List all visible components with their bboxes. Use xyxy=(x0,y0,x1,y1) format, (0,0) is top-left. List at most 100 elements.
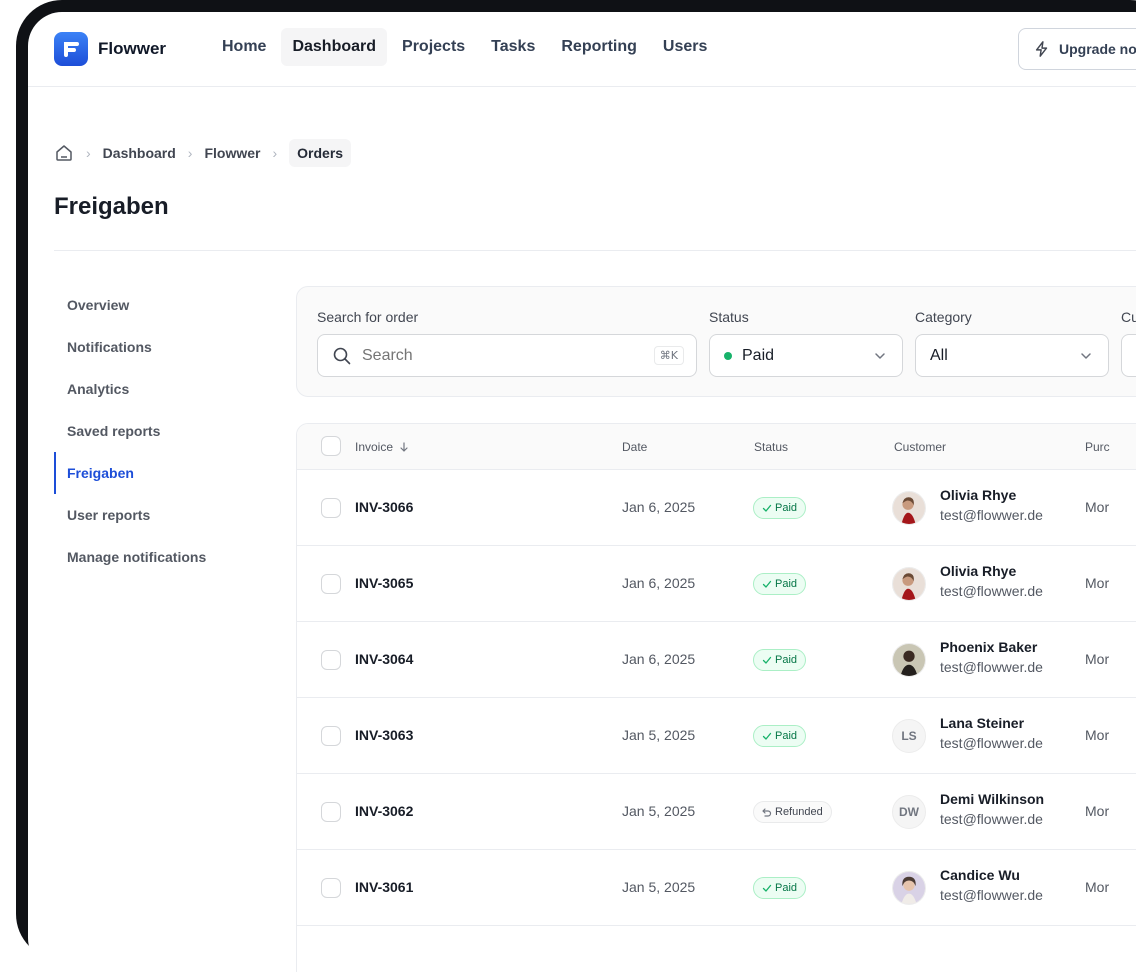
status-badge-label: Paid xyxy=(775,502,798,514)
status-badge: Refunded xyxy=(753,801,832,823)
status-select[interactable]: Paid xyxy=(709,334,903,377)
shortcut-hint: ⌘K xyxy=(653,346,684,365)
page-title: Freigaben xyxy=(54,193,169,220)
category-select[interactable]: All xyxy=(915,334,1109,377)
nav-dashboard[interactable]: Dashboard xyxy=(281,28,388,66)
header-date: Date xyxy=(622,440,648,454)
sidenav-manage-notifications[interactable]: Manage notifications xyxy=(67,549,207,565)
check-icon xyxy=(762,732,772,740)
table-row[interactable]: INV-3065 Jan 6, 2025 Paid Olivia Rhye te… xyxy=(297,546,1136,622)
status-badge: Paid xyxy=(753,497,807,519)
brand[interactable]: Flowwer xyxy=(54,32,166,66)
order-date: Jan 5, 2025 xyxy=(622,879,696,895)
row-checkbox[interactable] xyxy=(321,650,341,670)
header-invoice-label: Invoice xyxy=(355,440,394,454)
sidenav-user-reports[interactable]: User reports xyxy=(67,507,151,523)
avatar-photo-icon xyxy=(893,492,925,524)
search-field[interactable]: ⌘K xyxy=(317,334,697,377)
search-input[interactable] xyxy=(362,346,632,365)
avatar xyxy=(892,643,926,677)
header-invoice[interactable]: Invoice xyxy=(355,440,410,454)
undo-icon xyxy=(762,808,772,817)
row-checkbox[interactable] xyxy=(321,878,341,898)
status-badge-label: Refunded xyxy=(775,806,823,818)
customer-email: test@flowwer.de xyxy=(940,735,1043,751)
row-checkbox[interactable] xyxy=(321,726,341,746)
order-date: Jan 6, 2025 xyxy=(622,651,696,667)
customer-email: test@flowwer.de xyxy=(940,887,1043,903)
status-badge: Paid xyxy=(753,573,807,595)
upgrade-button[interactable]: Upgrade no xyxy=(1018,28,1136,70)
customer-select[interactable]: A xyxy=(1121,334,1136,377)
avatar-photo-icon xyxy=(893,644,925,676)
breadcrumb-flowwer[interactable]: Flowwer xyxy=(204,145,261,161)
category-label: Category xyxy=(915,309,972,325)
row-checkbox[interactable] xyxy=(321,802,341,822)
flowwer-logo-icon xyxy=(54,32,88,66)
status-badge-label: Paid xyxy=(775,882,798,894)
select-all-checkbox[interactable] xyxy=(321,436,341,456)
chevron-right-icon: › xyxy=(86,145,91,161)
sidenav-freigaben[interactable]: Freigaben xyxy=(54,452,254,494)
side-navigation: Overview Notifications Analytics Saved r… xyxy=(54,284,254,578)
search-label: Search for order xyxy=(317,309,419,325)
avatar-initials: LS xyxy=(892,719,926,753)
status-badge: Paid xyxy=(753,725,807,747)
customer-email: test@flowwer.de xyxy=(940,659,1043,675)
nav-home[interactable]: Home xyxy=(222,38,267,55)
avatar xyxy=(892,871,926,905)
purchase-cell: Mor xyxy=(1085,727,1110,743)
table-row[interactable]: INV-3062 Jan 5, 2025 Refunded DW Demi Wi… xyxy=(297,774,1136,850)
top-navigation: Flowwer Home Dashboard Projects Tasks Re… xyxy=(28,12,1136,87)
row-checkbox[interactable] xyxy=(321,498,341,518)
sidenav-analytics[interactable]: Analytics xyxy=(67,381,130,397)
customer-name: Candice Wu xyxy=(940,867,1020,883)
status-badge: Paid xyxy=(753,649,807,671)
breadcrumb-orders[interactable]: Orders xyxy=(289,139,352,167)
table-row[interactable]: INV-3063 Jan 5, 2025 Paid LS Lana Steine… xyxy=(297,698,1136,774)
brand-name: Flowwer xyxy=(98,39,167,58)
chevron-down-icon xyxy=(1081,353,1091,359)
search-icon xyxy=(333,347,351,364)
customer-email: test@flowwer.de xyxy=(940,507,1043,523)
app-screen: Flowwer Home Dashboard Projects Tasks Re… xyxy=(28,12,1136,972)
sidenav-notifications[interactable]: Notifications xyxy=(67,339,152,355)
customer-email: test@flowwer.de xyxy=(940,811,1043,827)
table-header: Invoice Date Status Customer Purc xyxy=(297,424,1136,470)
table-row[interactable]: INV-3066 Jan 6, 2025 Paid Olivia Rhye te… xyxy=(297,470,1136,546)
divider xyxy=(54,250,1136,251)
breadcrumb: › Dashboard › Flowwer › Orders xyxy=(54,139,352,167)
order-date: Jan 6, 2025 xyxy=(622,499,696,515)
lightning-icon xyxy=(1035,41,1048,57)
invoice-number: INV-3062 xyxy=(355,803,414,819)
status-select-value: Paid xyxy=(742,346,775,364)
row-checkbox[interactable] xyxy=(321,574,341,594)
order-date: Jan 6, 2025 xyxy=(622,575,696,591)
order-date: Jan 5, 2025 xyxy=(622,727,696,743)
status-badge-label: Paid xyxy=(775,654,798,666)
nav-reporting[interactable]: Reporting xyxy=(561,38,637,55)
nav-projects[interactable]: Projects xyxy=(402,38,466,55)
sidenav-overview[interactable]: Overview xyxy=(67,297,130,313)
order-date: Jan 5, 2025 xyxy=(622,803,696,819)
table-row[interactable]: INV-3064 Jan 6, 2025 Paid Phoenix Baker … xyxy=(297,622,1136,698)
orders-table: Invoice Date Status Customer Purc INV-30… xyxy=(296,423,1136,972)
header-status: Status xyxy=(754,440,789,454)
home-icon[interactable] xyxy=(54,143,74,163)
purchase-cell: Mor xyxy=(1085,651,1110,667)
invoice-number: INV-3061 xyxy=(355,879,414,895)
check-icon xyxy=(762,504,772,512)
table-row[interactable]: INV-3061 Jan 5, 2025 Paid Candice Wu tes… xyxy=(297,850,1136,926)
customer-name: Olivia Rhye xyxy=(940,487,1017,503)
status-badge-label: Paid xyxy=(775,578,798,590)
nav-users[interactable]: Users xyxy=(662,38,708,55)
sidenav-saved-reports[interactable]: Saved reports xyxy=(67,423,161,439)
nav-tasks[interactable]: Tasks xyxy=(491,38,536,55)
status-badge: Paid xyxy=(753,877,807,899)
category-select-value: All xyxy=(930,346,948,364)
avatar xyxy=(892,491,926,525)
invoice-number: INV-3065 xyxy=(355,575,414,591)
arrow-down-icon xyxy=(400,442,408,452)
breadcrumb-dashboard[interactable]: Dashboard xyxy=(102,145,176,161)
customer-name: Phoenix Baker xyxy=(940,639,1038,655)
